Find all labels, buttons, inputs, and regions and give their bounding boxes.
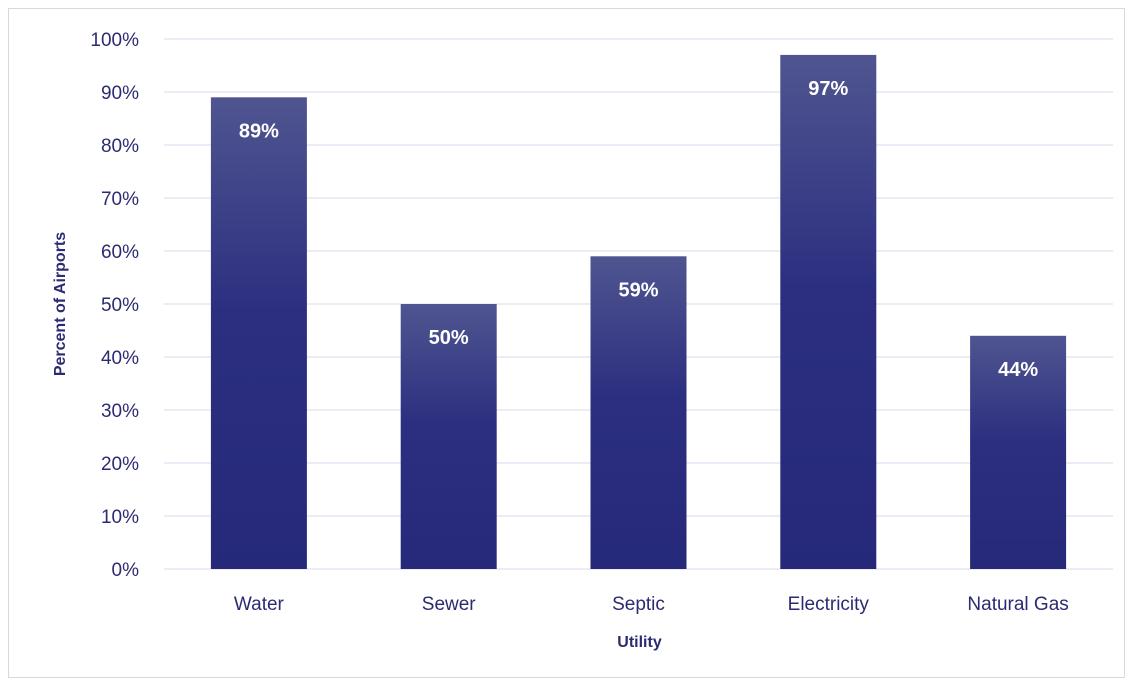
data-label: 97% xyxy=(808,78,848,100)
data-label: 59% xyxy=(618,279,658,301)
x-axis-title: Utility xyxy=(617,634,662,651)
x-tick-label: Water xyxy=(234,594,285,615)
bar-sewer xyxy=(400,304,497,569)
y-axis-tick-labels: 0% 10% 20% 30% 40% 50% 60% 70% 80% 90% 100% xyxy=(90,30,139,581)
y-tick-label: 10% xyxy=(101,507,139,528)
x-tick-label: Natural Gas xyxy=(967,594,1068,615)
y-tick-label: 60% xyxy=(101,242,139,263)
x-tick-label: Sewer xyxy=(422,594,477,615)
chart-frame: 0% 10% 20% 30% 40% 50% 60% 70% 80% 90% 100% 89% 50%… xyxy=(8,8,1125,678)
y-tick-label: 40% xyxy=(101,348,139,369)
data-label: 50% xyxy=(429,327,469,349)
y-tick-label: 0% xyxy=(112,560,140,581)
x-tick-label: Septic xyxy=(612,594,665,615)
y-tick-label: 20% xyxy=(101,454,139,475)
y-tick-label: 90% xyxy=(101,83,139,104)
x-tick-label: Electricity xyxy=(788,594,870,615)
bar-chart: 0% 10% 20% 30% 40% 50% 60% 70% 80% 90% 100% 89% 50%… xyxy=(52,30,1113,651)
data-label: 89% xyxy=(239,120,279,142)
data-label: 44% xyxy=(998,359,1038,381)
bar-septic xyxy=(590,256,687,569)
y-tick-label: 50% xyxy=(101,295,139,316)
y-tick-label: 100% xyxy=(90,30,139,51)
x-axis-tick-labels: Water Sewer Septic Electricity Natural Gas xyxy=(234,594,1069,615)
bar-water xyxy=(210,97,307,570)
y-axis-title: Percent of Airports xyxy=(52,232,69,376)
y-tick-label: 80% xyxy=(101,136,139,157)
bar-natural-gas xyxy=(970,335,1067,569)
y-tick-label: 30% xyxy=(101,401,139,422)
bars: 89% 50% 59% 97% 44% xyxy=(210,54,1067,570)
bar-electricity xyxy=(780,54,877,569)
y-tick-label: 70% xyxy=(101,189,139,210)
